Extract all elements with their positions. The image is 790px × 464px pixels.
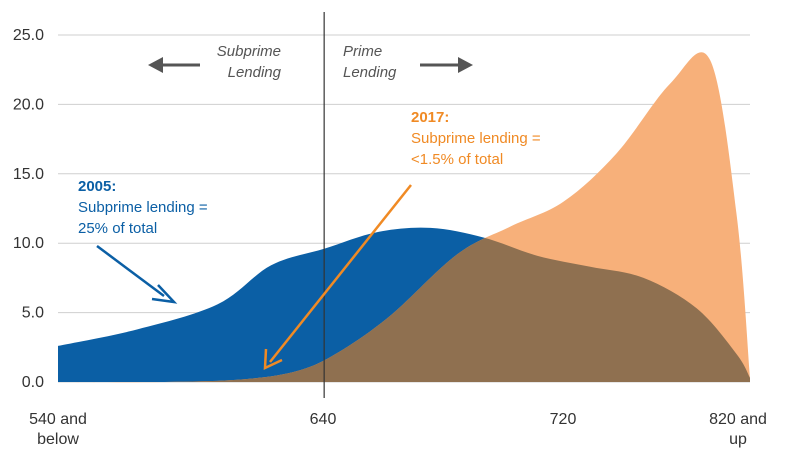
annotation-2005-line-2: 25% of total xyxy=(78,220,157,237)
annotation-2017: 2017: Subprime lending = <1.5% of total xyxy=(411,109,541,168)
annotation-2017-title: 2017: xyxy=(411,109,449,126)
y-tick-label: 15.0 xyxy=(13,166,44,183)
annotation-2017-arrow-icon xyxy=(263,184,412,371)
x-axis-tick-labels: 540 and below 640 720 820 and up xyxy=(29,411,767,448)
annotation-2005-title: 2005: xyxy=(78,178,116,195)
left-arrow-icon xyxy=(148,57,200,73)
subprime-label-line-1: Subprime xyxy=(217,43,281,60)
subprime-lending-label: Subprime Lending xyxy=(217,43,282,81)
y-tick-label: 5.0 xyxy=(22,305,44,322)
x-tick-label: 820 and up xyxy=(709,411,767,448)
prime-lending-label: Prime Lending xyxy=(343,43,397,81)
prime-label-line-1: Prime xyxy=(343,43,382,60)
y-tick-label: 0.0 xyxy=(22,374,44,391)
annotation-2017-line-1: Subprime lending = xyxy=(411,130,541,147)
prime-label-line-2: Lending xyxy=(343,64,397,81)
annotation-2017-line-2: <1.5% of total xyxy=(411,151,503,168)
y-tick-label: 20.0 xyxy=(13,96,44,113)
x-tick-label: 720 xyxy=(550,411,577,428)
area-series xyxy=(58,52,750,383)
y-axis-tick-labels: 25.0 20.0 15.0 10.0 5.0 0.0 xyxy=(13,27,44,391)
x-tick-label: 640 xyxy=(310,411,337,428)
area-overlap xyxy=(58,227,750,382)
annotation-2005-line-1: Subprime lending = xyxy=(78,199,208,216)
annotation-2005: 2005: Subprime lending = 25% of total xyxy=(78,178,208,237)
right-arrow-icon xyxy=(420,57,473,73)
annotation-2005-arrow-icon xyxy=(96,244,178,304)
subprime-label-line-2: Lending xyxy=(228,64,282,81)
x-tick-label: 540 and below xyxy=(29,411,87,448)
y-tick-label: 25.0 xyxy=(13,27,44,44)
y-tick-label: 10.0 xyxy=(13,235,44,252)
